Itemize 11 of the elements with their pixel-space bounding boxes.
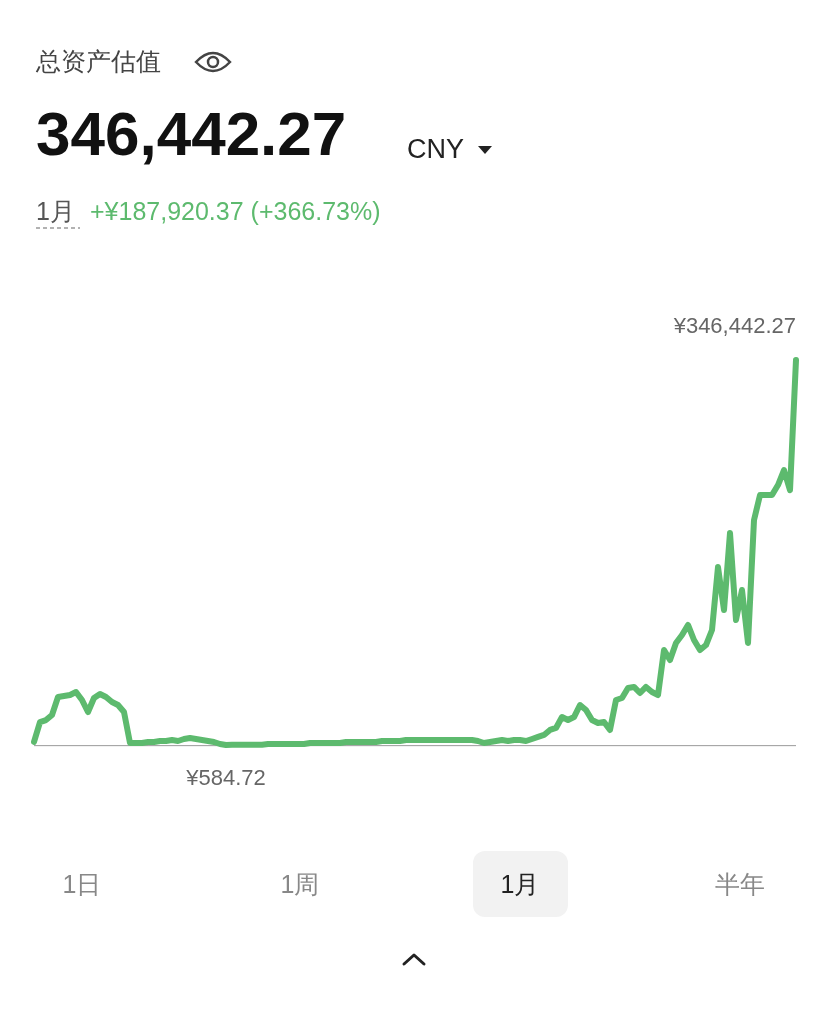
text: 1日 bbox=[62, 870, 102, 898]
text: 346,442.27 bbox=[36, 99, 347, 168]
data-label: ¥584.72 bbox=[185, 765, 266, 790]
text: 1月 bbox=[500, 870, 540, 898]
text: 1周 bbox=[280, 870, 320, 898]
data-label: ¥346,442.27 bbox=[672, 313, 796, 338]
chart-title: 总资产估值 bbox=[35, 47, 161, 75]
text: 半年 bbox=[715, 870, 765, 898]
text: CNY bbox=[407, 134, 465, 164]
text: 1月 bbox=[36, 197, 75, 225]
text: +¥187,920.37 (+366.73%) bbox=[90, 197, 381, 225]
